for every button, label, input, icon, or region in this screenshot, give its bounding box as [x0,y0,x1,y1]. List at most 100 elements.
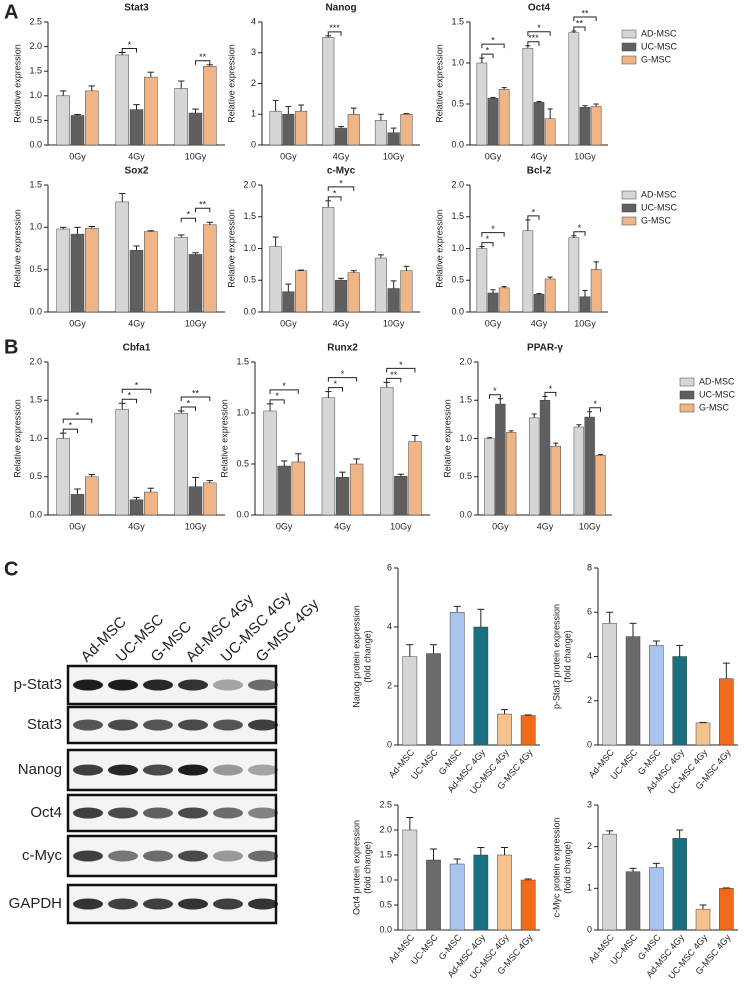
x-tick-label: 4Gy [333,318,350,328]
y-tick-label: 0.5 [29,115,42,125]
bar [144,76,158,146]
x-tick-label: 0Gy [69,318,86,328]
x-tick-label: 10Gy [185,318,207,328]
y-tick-label: 0.5 [29,471,42,481]
bar [400,270,413,313]
x-tick-label: 10Gy [574,318,596,328]
legend-label: G-MSC [699,402,729,412]
bar [387,288,400,313]
bar [70,115,85,146]
x-tick-label: 4Gy [333,151,350,161]
row-label: c-Myc [22,847,62,864]
y-tick-label: 0.0 [236,509,249,519]
bar [321,397,336,516]
bar [322,37,335,146]
bar [719,678,734,746]
bar [269,246,282,313]
chart-title: c-Myc [327,166,356,177]
bar [188,112,203,146]
bar [590,106,602,146]
row-label: p-Stat3 [14,676,62,693]
bar [174,88,188,146]
legend-swatch [621,190,637,200]
bar [144,491,158,516]
y-tick-label: 0.0 [459,509,472,519]
legend-label: UC-MSC [699,389,735,399]
significance-bracket [527,31,551,36]
significance-bracket [573,16,597,22]
chart-title: Sox2 [125,166,149,177]
x-tick-label: 4Gy [128,318,145,328]
y-tick-label: 0.5 [379,899,392,909]
significance-label: ** [192,388,200,398]
bar [649,867,664,931]
y-axis-label: Relative expression [12,44,22,123]
y-tick-label: 1.0 [451,243,464,253]
bar [174,413,188,516]
bar [579,107,591,146]
significance-label: * [128,391,132,401]
significance-label: * [333,188,337,198]
y-tick-label: 8 [587,562,592,572]
row-label: Stat3 [27,716,62,733]
chart-title: PPAR-γ [527,343,563,354]
y-axis-label: Relative expression [226,44,236,123]
bar [129,109,144,146]
blot-band [73,719,103,731]
y-tick-label: 0.0 [451,139,464,149]
blot-band [73,898,103,910]
bar [56,438,70,516]
y-tick-label: 1.5 [459,395,472,405]
blot-band [143,807,173,819]
blot-band [143,679,173,691]
legend-swatch [621,29,637,39]
significance-bracket [386,377,402,383]
panel-label: A [4,1,18,23]
chart-title: Runx2 [327,343,358,354]
bar [387,132,400,146]
y-tick-label: 2.0 [451,179,464,189]
y-axis-label: p-Stat3 protein expression [551,604,561,709]
bar [625,871,641,931]
significance-bracket [481,53,494,59]
y-axis-label: (fold change) [562,630,572,683]
significance-label: * [187,398,191,408]
bar [70,494,85,516]
blot-band [213,807,243,819]
significance-label: ** [576,18,584,28]
y-tick-label: 1.0 [29,90,42,100]
y-tick-label: 0.5 [236,458,249,468]
y-tick-label: 2.0 [459,356,472,366]
y-tick-label: 0.0 [29,139,42,149]
y-tick-label: 2 [587,695,592,705]
significance-bracket [180,217,196,223]
significance-label: * [341,369,345,379]
bar [400,114,413,146]
significance-bracket [121,48,137,53]
y-tick-label: 1.5 [29,179,42,189]
y-tick-label: 1.0 [236,407,249,417]
bar [529,417,540,516]
y-tick-label: 4 [387,621,392,631]
bar [129,499,144,516]
y-tick-label: 4 [251,16,256,26]
chart-title: Nanog [325,3,356,14]
significance-label: * [282,381,286,391]
bar [56,95,70,146]
bar [487,98,499,146]
significance-bracket [327,196,342,201]
y-tick-label: 1.5 [29,66,42,76]
bar [568,237,580,313]
blot-band [178,807,208,819]
bar [550,445,561,516]
row-label: GAPDH [9,895,62,912]
bar [579,296,591,313]
bar [277,465,291,516]
y-tick-label: 0.5 [459,471,472,481]
blot-band [178,850,208,862]
y-tick-label: 0 [251,139,256,149]
blot-band [213,719,243,731]
y-axis-label: Relative expression [219,399,229,478]
significance-bracket [589,407,601,412]
legend-swatch [621,216,637,226]
